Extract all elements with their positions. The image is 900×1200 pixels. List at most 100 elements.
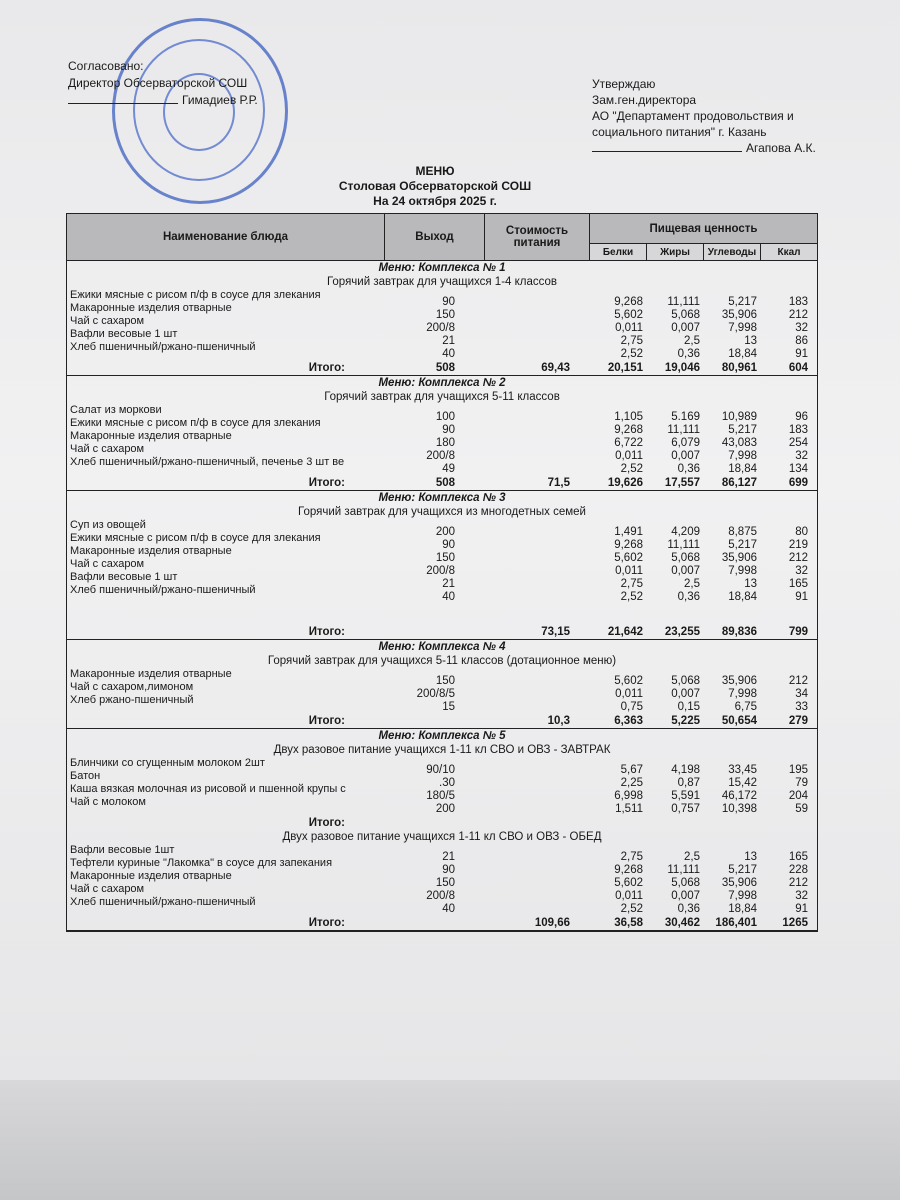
dish-output: 200/8/5 [416, 688, 455, 700]
carbs: 7,998 [728, 565, 757, 577]
carbs: 7,998 [728, 890, 757, 902]
carbs: 13 [744, 578, 757, 590]
kcal: 32 [795, 322, 808, 334]
carbs: 18,84 [728, 591, 757, 603]
dish-name: Чай с сахаром [70, 443, 145, 455]
total-output: 508 [435, 477, 455, 489]
table-row: 200 1,511 0,757 10,398 59 [385, 803, 817, 816]
dish-name: Ежики мясные с рисом п/ф в соусе для зле… [70, 289, 321, 301]
carbs: 18,84 [728, 348, 757, 360]
total-fat: 17,557 [664, 477, 700, 489]
table-row: 100 1,105 5.169 10,989 96 [385, 411, 817, 424]
table-row: 150 5,602 5,068 35,906 212 [385, 877, 817, 890]
total-fat: 30,462 [664, 917, 700, 929]
org-line-2: социального питания" г. Казань [592, 125, 767, 139]
fat: 5,068 [671, 877, 700, 889]
fat: 5,591 [671, 790, 700, 802]
total-kcal [761, 816, 811, 830]
dish-output: 90 [442, 864, 455, 876]
total-row: Итого: 508 69,43 20,151 19,046 80,961 60… [67, 361, 817, 375]
col-out: Выход [385, 214, 485, 260]
col-fat: Жиры [647, 244, 704, 260]
kcal: 79 [795, 777, 808, 789]
total-cost: 10,3 [547, 715, 570, 727]
table-row: 150 5,602 5,068 35,906 212 [385, 552, 817, 565]
dish-output: 150 [435, 675, 455, 687]
section-title: Меню: Комплекса № 1 [378, 262, 506, 274]
school-stamp [112, 18, 288, 204]
fat: 11,111 [667, 864, 700, 876]
total-row: Итого: 10,3 6,363 5,225 50,654 279 [67, 714, 817, 728]
fat: 6,079 [671, 437, 700, 449]
dish-output: 200 [435, 526, 455, 538]
total-cost [485, 816, 590, 830]
total-label: Итого: [308, 817, 345, 829]
total-label: Итого: [308, 917, 345, 929]
table-row: 21 2,75 2,5 13 165 [385, 578, 817, 591]
protein: 6,998 [614, 790, 643, 802]
total-kcal: 799 [788, 626, 808, 638]
menu-section: Меню: Комплекса № 1 Горячий завтрак для у… [67, 261, 817, 376]
table-row: 21 2,75 2,5 13 86 [385, 335, 817, 348]
section-title: Меню: Комплекса № 4 [378, 641, 506, 653]
dish-name: Макаронные изделия отварные [70, 430, 232, 442]
carbs: 5,217 [728, 539, 757, 551]
protein: 2,75 [620, 578, 643, 590]
table-row: 40 2,52 0,36 18,84 91 [385, 591, 817, 604]
dish-output: 200/8 [426, 450, 455, 462]
dish-output: .30 [439, 777, 455, 789]
section-title: Меню: Комплекса № 5 [378, 730, 506, 742]
dish-name: Хлеб пшеничный/ржано-пшеничный, печенье … [70, 456, 345, 468]
kcal: 91 [795, 591, 808, 603]
total-label: Итого: [308, 477, 345, 489]
carbs: 7,998 [728, 450, 757, 462]
total-output [385, 625, 485, 639]
kcal: 91 [795, 903, 808, 915]
kcal: 34 [795, 688, 808, 700]
menu-table: Наименование блюда Выход Стоимость питан… [66, 213, 818, 932]
total-carbs: 86,127 [721, 477, 757, 489]
dish-output: 40 [442, 903, 455, 915]
kcal: 195 [788, 764, 808, 776]
total-protein: 6,363 [614, 715, 643, 727]
approval-right: Утверждаю Зам.ген.директора АО "Департам… [592, 76, 816, 156]
carbs: 13 [744, 335, 757, 347]
total-fat: 5,225 [671, 715, 700, 727]
protein: 1,491 [614, 526, 643, 538]
dish-output: 200/8 [426, 565, 455, 577]
menu-section: Двух разовое питание учащихся 1-11 кл СВ… [67, 830, 817, 931]
table-row: 150 5,602 5,068 35,906 212 [385, 675, 817, 688]
protein: 5,602 [614, 675, 643, 687]
total-kcal: 1265 [782, 917, 808, 929]
protein: 9,268 [614, 864, 643, 876]
fat: 11,111 [667, 424, 700, 436]
dish-name: Вафли весовые 1 шт [70, 571, 178, 583]
dish-output: 200 [435, 803, 455, 815]
kcal: 204 [788, 790, 808, 802]
kcal: 212 [788, 675, 808, 687]
col-cost: Стоимость питания [485, 214, 590, 260]
table-row: 180/5 6,998 5,591 46,172 204 [385, 790, 817, 803]
fat: 11,111 [667, 296, 700, 308]
carbs: 15,42 [728, 777, 757, 789]
menu-section: Меню: Комплекса № 2 Горячий завтрак для у… [67, 376, 817, 491]
total-protein: 20,151 [607, 362, 643, 374]
director-position: Директор Обсерваторской СОШ [68, 76, 248, 90]
total-output [385, 916, 485, 930]
dish-name: Чай с сахаром [70, 558, 145, 570]
title-menu: МЕНЮ [415, 164, 455, 178]
carbs: 10,398 [721, 803, 757, 815]
fat: 0,007 [671, 322, 700, 334]
table-row: 49 2,52 0,36 18,84 134 [385, 463, 817, 476]
table-row: 200/8 0,011 0,007 7,998 32 [385, 890, 817, 903]
document-title: МЕНЮ Столовая Обсерваторской СОШ На 24 о… [300, 164, 570, 209]
kcal: 33 [795, 701, 808, 713]
protein: 9,268 [614, 424, 643, 436]
total-protein: 21,642 [607, 626, 643, 638]
carbs: 7,998 [728, 688, 757, 700]
carbs: 6,75 [734, 701, 757, 713]
col-nutrition: Пищевая ценность Белки Жиры Углеводы Кка… [590, 214, 817, 260]
dish-output: 200/8 [426, 322, 455, 334]
table-row: 15 0,75 0,15 6,75 33 [385, 701, 817, 714]
